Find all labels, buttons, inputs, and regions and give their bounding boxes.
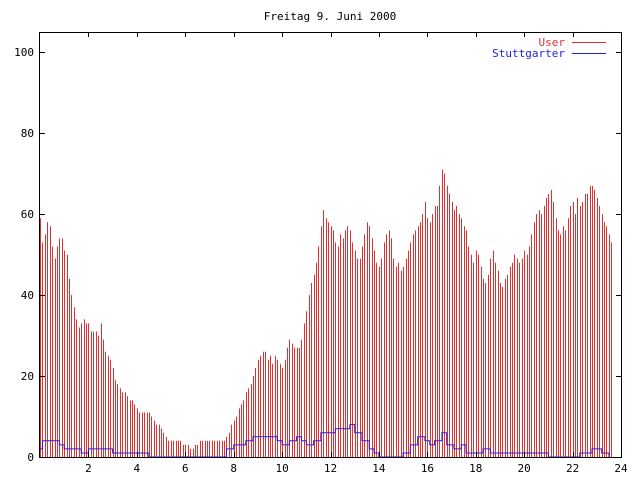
x-tick-label: 8 <box>230 462 237 475</box>
y-tick-label: 60 <box>21 208 34 221</box>
user-bars <box>40 169 612 457</box>
legend-label-user: User <box>539 36 566 49</box>
x-tick-label: 18 <box>469 462 482 475</box>
x-tick-label: 2 <box>85 462 92 475</box>
x-axis: 2 4 6 8 10 12 14 16 18 20 22 24 <box>85 32 628 475</box>
x-tick-label: 4 <box>134 462 141 475</box>
x-tick-label: 6 <box>182 462 189 475</box>
x-tick-label: 22 <box>566 462 579 475</box>
y-tick-label: 80 <box>21 127 34 140</box>
x-tick-label: 16 <box>421 462 434 475</box>
y-tick-label: 100 <box>14 46 34 59</box>
legend: User Stuttgarter <box>492 36 606 60</box>
plot-frame <box>39 32 622 458</box>
y-axis: 0 20 40 60 80 100 <box>14 46 621 464</box>
x-tick-label: 20 <box>518 462 531 475</box>
legend-label-stuttgarter: Stuttgarter <box>492 47 565 60</box>
y-tick-label: 40 <box>21 289 34 302</box>
x-tick-label: 24 <box>614 462 628 475</box>
x-tick-label: 12 <box>324 462 337 475</box>
x-tick-label: 14 <box>372 462 386 475</box>
chart-title: Freitag 9. Juni 2000 <box>264 10 396 23</box>
x-tick-label: 10 <box>275 462 288 475</box>
y-tick-label: 0 <box>27 451 34 464</box>
y-tick-label: 20 <box>21 370 34 383</box>
